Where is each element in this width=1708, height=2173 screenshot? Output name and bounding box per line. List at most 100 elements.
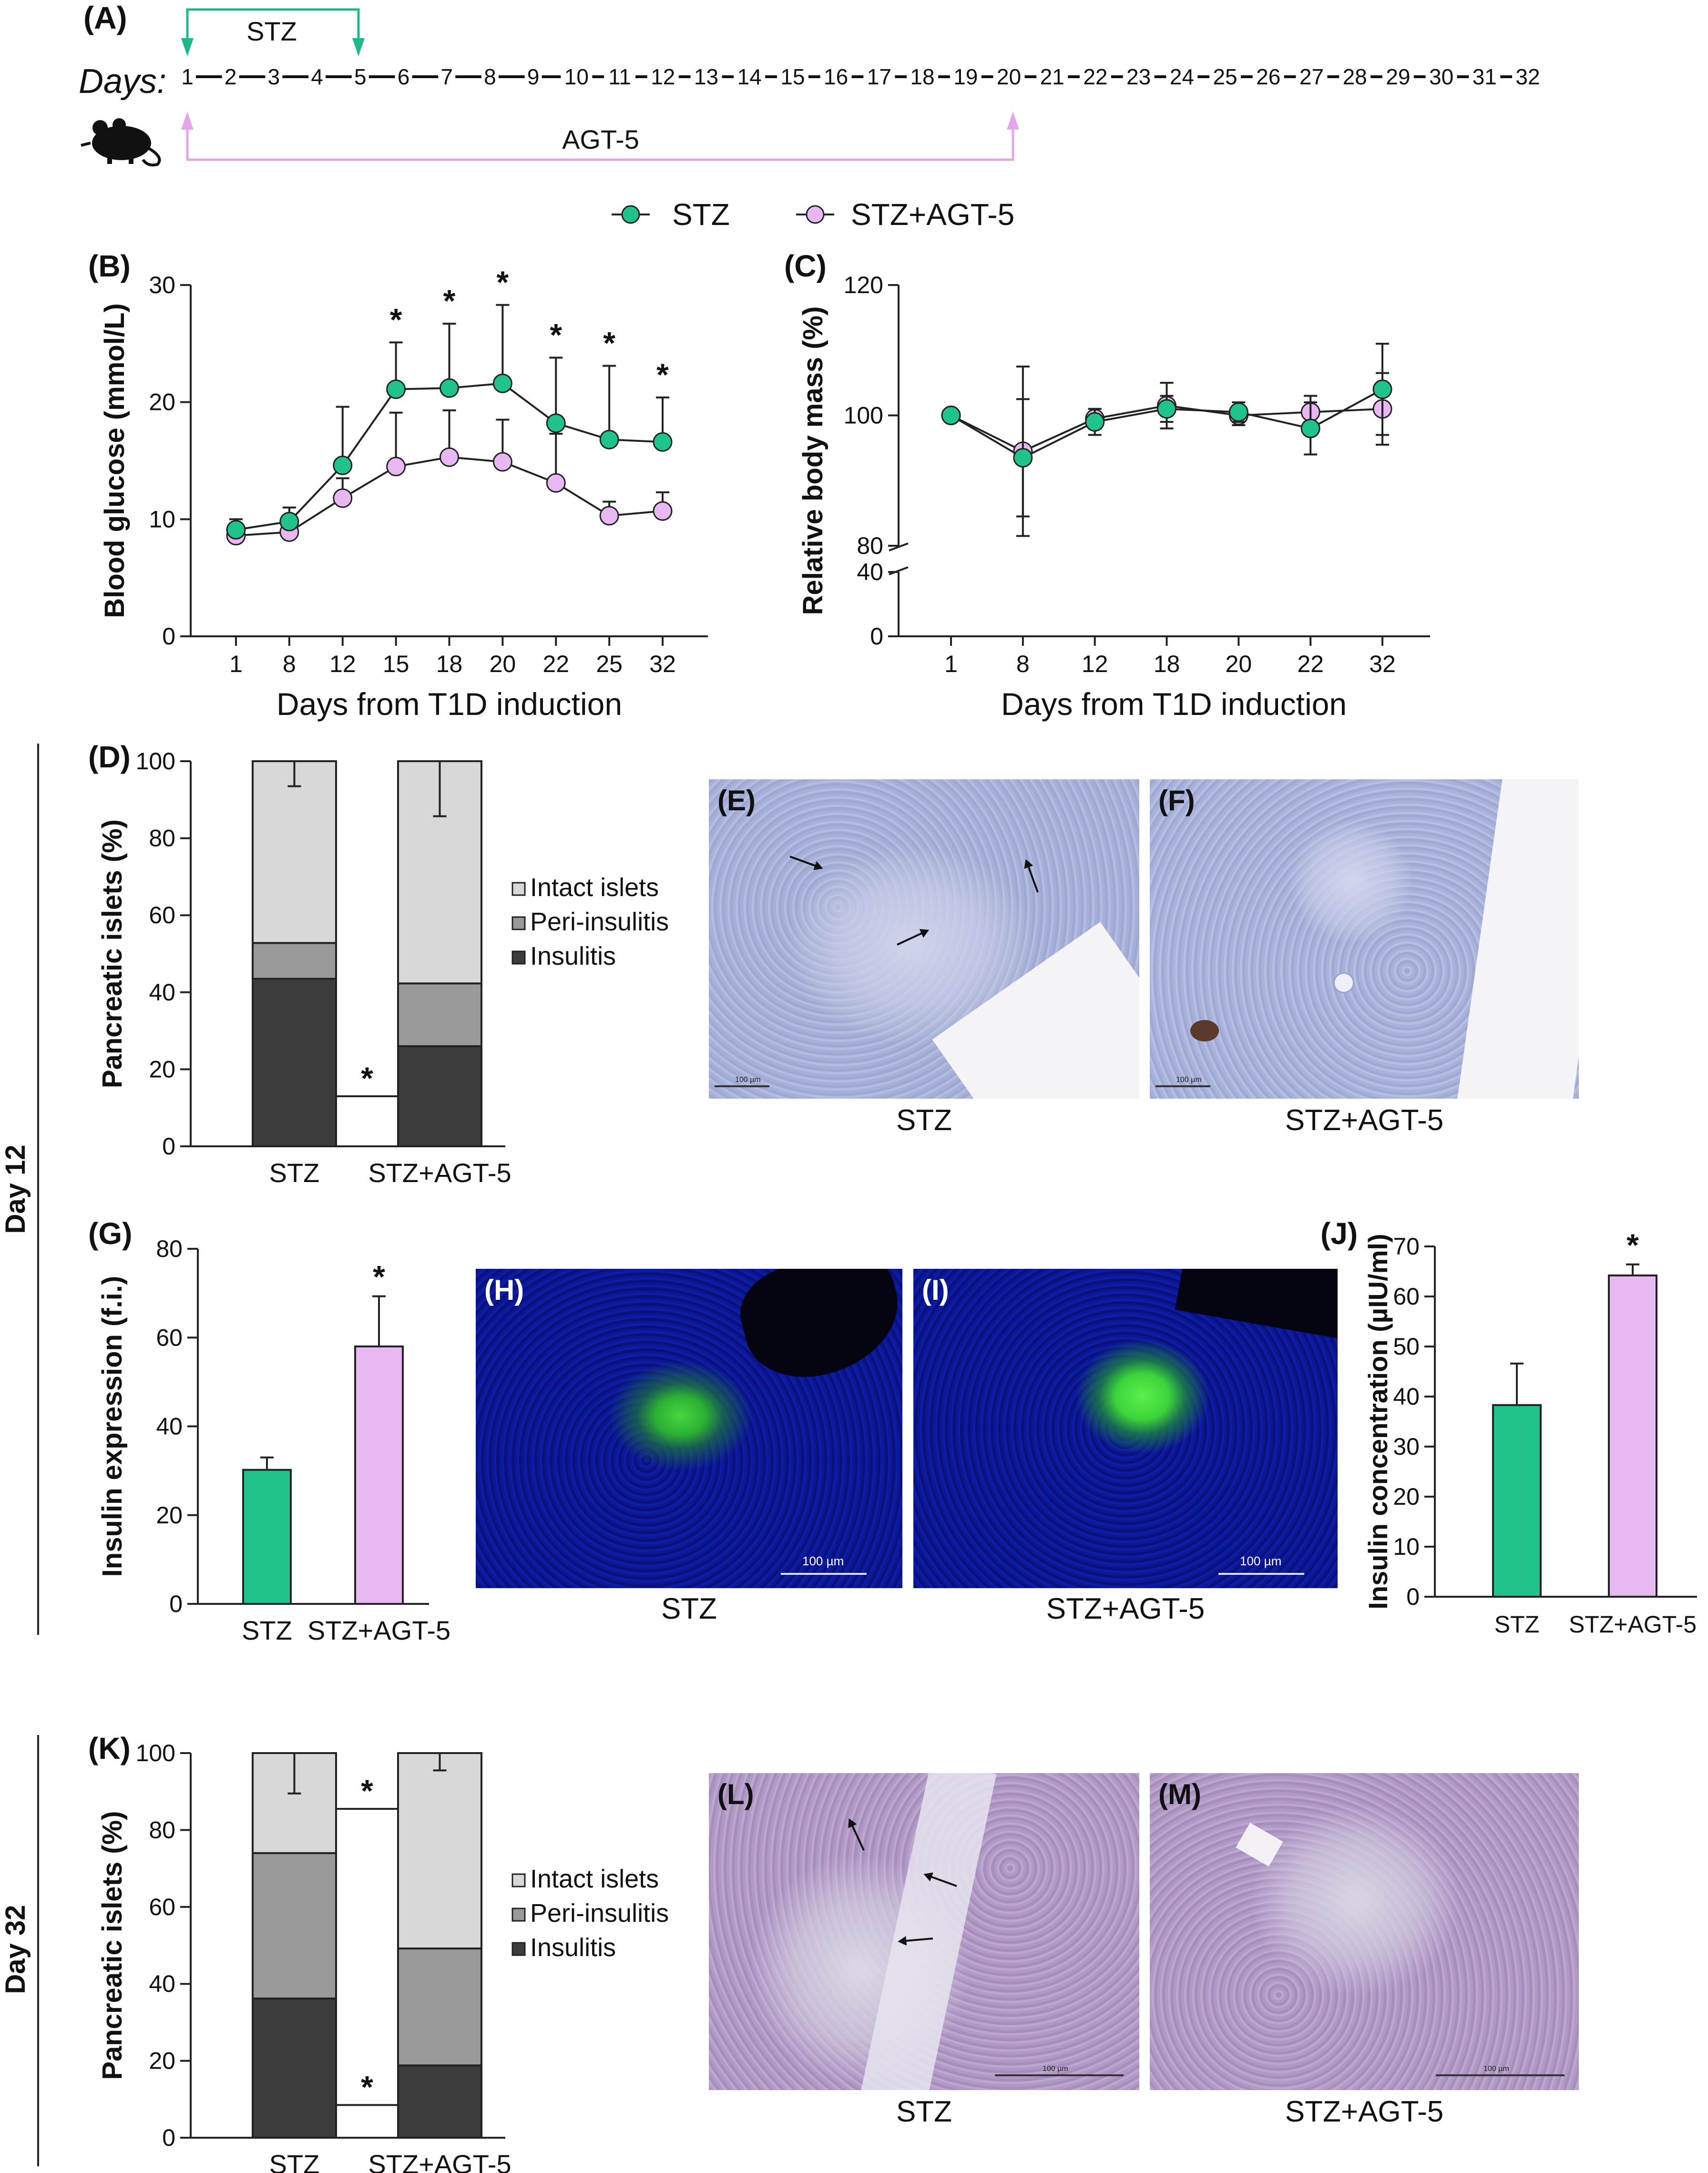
timeline-day-label: 11 xyxy=(608,64,631,89)
insulin-y-tick-label: 30 xyxy=(1393,1433,1420,1460)
agt-start-arrow xyxy=(181,112,194,130)
vessel xyxy=(1236,1823,1283,1867)
legend-label: Insulitis xyxy=(530,1933,616,1962)
legend-label: Intact islets xyxy=(530,873,659,902)
insulin-y-tick-label: 40 xyxy=(1393,1383,1420,1410)
day32-label: Day 32 xyxy=(0,1905,31,1994)
scale-bar xyxy=(995,2074,1124,2076)
legend-agt-label: STZ+AGT-5 xyxy=(851,197,1014,232)
glucose-x-tick-label: 32 xyxy=(649,651,676,677)
insulin-y-tick-label: 10 xyxy=(1393,1533,1420,1560)
bodymass-axis-break xyxy=(889,542,909,551)
islets-y-tick-label: 80 xyxy=(149,1816,175,1843)
timeline-day-label: 7 xyxy=(440,64,453,89)
bar-segment-insulitis xyxy=(397,2064,482,2139)
timeline-day-label: 23 xyxy=(1126,64,1151,89)
panel-label-m: (M) xyxy=(1158,1778,1201,1810)
glucose-y-tick-label: 20 xyxy=(149,389,175,416)
glucose-x-tick-label: 12 xyxy=(329,651,356,677)
insulin-y-tick-label: 0 xyxy=(169,1591,183,1617)
chart-islets-day32: 0 20 40 60 80 100 Pancreatic islets (%) STZ STZ+… xyxy=(97,1740,511,2173)
glucose-x-tick-label: 18 xyxy=(436,651,463,677)
insulin-y-tick-label: 60 xyxy=(1393,1283,1420,1310)
glucose-x-label: Days from T1D induction xyxy=(276,686,622,722)
legend-label: Insulitis xyxy=(530,942,616,970)
significance-star: * xyxy=(361,1773,373,1808)
significance-star: * xyxy=(361,2069,373,2104)
glucose-point xyxy=(279,511,299,531)
panel-label-j: (J) xyxy=(1320,1216,1358,1251)
significance-star: * xyxy=(497,265,509,300)
bar-segment-intact-islets xyxy=(397,1752,482,1949)
glucose-y-tick-label: 30 xyxy=(149,272,175,298)
scale-bar-label: 100 µm xyxy=(1483,2065,1509,2073)
bodymass-point xyxy=(1372,379,1392,399)
bodymass-x-tick-label: 20 xyxy=(1226,651,1252,677)
significance-star: * xyxy=(656,357,669,392)
panel-label-l: (L) xyxy=(717,1778,754,1810)
glucose-point xyxy=(440,447,459,467)
islets-y-tick-label: 100 xyxy=(136,1740,175,1766)
panel-label-e: (E) xyxy=(717,785,756,816)
arrow-indicator xyxy=(1025,860,1039,893)
insulin-category-label: STZ+AGT-5 xyxy=(307,1615,450,1645)
timeline-day-label: 10 xyxy=(564,64,589,89)
bodymass-y-tick-label: 120 xyxy=(844,272,883,298)
glucose-y-tick-label: 0 xyxy=(162,623,175,650)
islets-legend-day12: Intact islets Peri-insulitis Insulitis xyxy=(511,873,669,970)
bodymass-x-label: Days from T1D induction xyxy=(1001,686,1347,722)
significance-star: * xyxy=(1626,1227,1639,1263)
timeline-days: 1 2 3 4 5 6 7 8 9 10 11 12 13 14 15 16 17 18 19 20 21 22 23 24 2… xyxy=(181,64,1540,89)
micrograph-l: (L) 100 µm xyxy=(709,1773,1139,2090)
micrograph-f: (F) 100 µm xyxy=(1150,779,1579,1099)
legend-label: Peri-insulitis xyxy=(530,1899,669,1928)
legend-label: Intact islets xyxy=(530,1865,659,1893)
insulin-y-tick-label: 20 xyxy=(1393,1483,1420,1510)
tissue-gap xyxy=(932,922,1139,1099)
insulin-y-tick-label: 20 xyxy=(156,1502,183,1529)
islets-y-tick-label: 0 xyxy=(162,1133,175,1160)
scale-bar xyxy=(781,1573,867,1575)
insulin-y-tick-label: 80 xyxy=(156,1235,183,1262)
insulin-y-tick-label: 70 xyxy=(1393,1233,1420,1260)
islets-y-label: Pancreatic islets (%) xyxy=(97,1811,128,2080)
arrow-indicator xyxy=(789,856,822,869)
timeline-day-label: 24 xyxy=(1170,64,1194,89)
tissue-edge xyxy=(1452,779,1579,1099)
bar-segment-insulitis xyxy=(397,1045,482,1147)
glucose-x-tick-label: 25 xyxy=(596,651,623,677)
insulin-category-label: STZ xyxy=(1494,1611,1539,1638)
legend-swatch xyxy=(511,950,526,965)
micrograph-e: (E) 100 µm xyxy=(709,779,1139,1099)
scale-bar xyxy=(1436,2074,1565,2076)
timeline-day-label: 17 xyxy=(867,64,891,89)
legend-swatch xyxy=(511,1873,526,1887)
islets-y-tick-label: 100 xyxy=(136,748,175,775)
day12-label: Day 12 xyxy=(0,1144,31,1234)
stz-start-arrow xyxy=(181,38,194,56)
bar-segment-intact-islets xyxy=(252,760,337,944)
timeline-day-label: 31 xyxy=(1473,64,1497,89)
panel-label-h: (H) xyxy=(484,1274,524,1306)
islets-y-tick-label: 20 xyxy=(149,1056,175,1082)
timeline-day-label: 9 xyxy=(527,64,540,89)
panel-label-k: (K) xyxy=(88,1731,131,1765)
bodymass-y-tick-label: 40 xyxy=(857,559,883,585)
scale-bar-label: 100 µm xyxy=(1240,1554,1282,1568)
insulin-y-label: Insulin expression (f.i.) xyxy=(97,1276,128,1577)
bodymass-x-tick-label: 18 xyxy=(1154,651,1180,677)
islets-y-tick-label: 60 xyxy=(149,902,175,928)
agt-bracket-label: AGT-5 xyxy=(562,124,639,154)
timeline-day-label: 14 xyxy=(737,64,762,89)
insulin-y-tick-label: 60 xyxy=(156,1324,183,1351)
bodymass-point xyxy=(1157,399,1176,419)
timeline-day-label: 4 xyxy=(311,64,323,89)
scale-bar-label: 100 µm xyxy=(735,1076,761,1084)
bar-segment-insulitis xyxy=(252,1997,337,2139)
significance-star: * xyxy=(603,326,615,361)
glucose-point xyxy=(653,501,673,521)
glucose-point xyxy=(440,378,459,398)
glucose-point xyxy=(226,520,246,540)
